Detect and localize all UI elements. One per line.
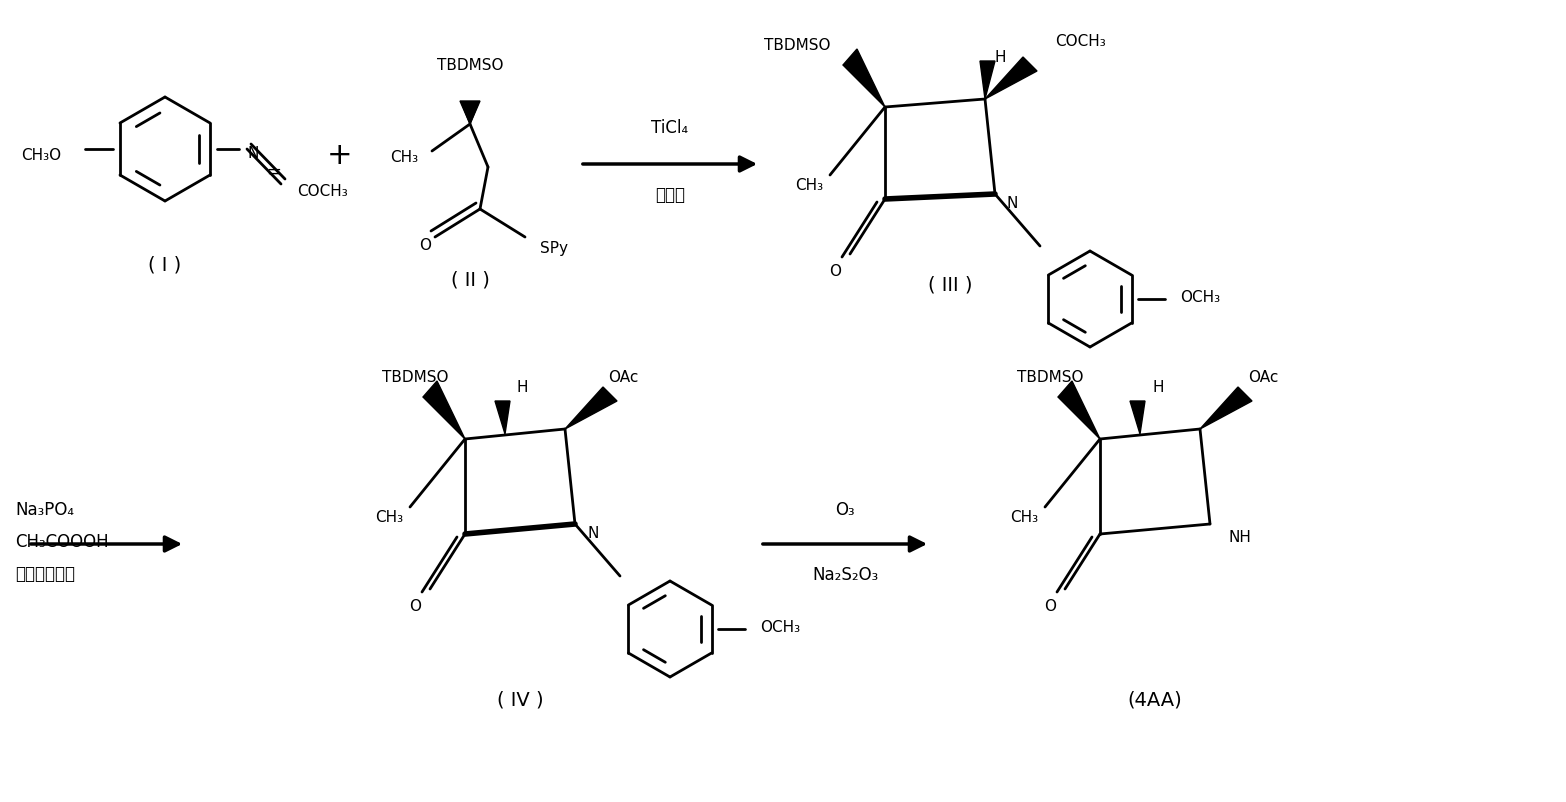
Text: 三乙胺: 三乙胺 bbox=[655, 186, 684, 204]
Text: H: H bbox=[994, 51, 1005, 66]
Text: TiCl₄: TiCl₄ bbox=[651, 119, 689, 137]
Polygon shape bbox=[1200, 387, 1251, 429]
Text: ( III ): ( III ) bbox=[927, 275, 972, 294]
Text: COCH₃: COCH₃ bbox=[1055, 34, 1106, 50]
Polygon shape bbox=[460, 102, 481, 125]
Text: Na₂S₂O₃: Na₂S₂O₃ bbox=[811, 565, 879, 583]
Text: CH₃: CH₃ bbox=[796, 178, 824, 193]
Text: OCH₃: OCH₃ bbox=[760, 620, 800, 634]
Text: O: O bbox=[420, 237, 431, 252]
Polygon shape bbox=[462, 105, 478, 125]
Text: CH₃: CH₃ bbox=[1010, 510, 1038, 525]
Polygon shape bbox=[843, 50, 885, 107]
Text: CH₃: CH₃ bbox=[374, 510, 402, 525]
Text: 相转移催化剂: 相转移催化剂 bbox=[16, 565, 75, 582]
Text: TBDMSO: TBDMSO bbox=[764, 38, 830, 52]
Text: CH₃COOOH: CH₃COOOH bbox=[16, 533, 108, 550]
Text: O: O bbox=[1045, 599, 1055, 614]
Text: (4AA): (4AA) bbox=[1128, 690, 1182, 709]
Text: TBDMSO: TBDMSO bbox=[382, 370, 448, 385]
Polygon shape bbox=[980, 62, 994, 100]
Text: ( I ): ( I ) bbox=[149, 255, 182, 274]
Text: CH₃: CH₃ bbox=[390, 150, 418, 165]
Text: Na₃PO₄: Na₃PO₄ bbox=[16, 500, 74, 518]
Text: CH₃O: CH₃O bbox=[20, 148, 61, 162]
Text: H: H bbox=[517, 380, 528, 395]
Text: TBDMSO: TBDMSO bbox=[1016, 370, 1084, 385]
Text: O₃: O₃ bbox=[835, 500, 855, 518]
Polygon shape bbox=[565, 387, 617, 429]
Text: OAc: OAc bbox=[608, 370, 639, 385]
Polygon shape bbox=[1059, 382, 1099, 439]
Text: SPy: SPy bbox=[540, 241, 568, 255]
Text: OCH₃: OCH₃ bbox=[1181, 290, 1220, 305]
Text: ( IV ): ( IV ) bbox=[496, 690, 543, 709]
Polygon shape bbox=[1131, 402, 1145, 435]
Text: TBDMSO: TBDMSO bbox=[437, 58, 503, 72]
Text: O: O bbox=[409, 599, 421, 614]
Text: N: N bbox=[587, 525, 598, 540]
Polygon shape bbox=[423, 382, 465, 439]
Text: H: H bbox=[1153, 380, 1164, 395]
Text: COCH₃: COCH₃ bbox=[298, 184, 348, 199]
Text: +: + bbox=[327, 140, 352, 169]
Text: =: = bbox=[266, 163, 282, 180]
Text: N: N bbox=[247, 145, 258, 160]
Text: O: O bbox=[828, 264, 841, 279]
Text: ( II ): ( II ) bbox=[451, 270, 490, 290]
Polygon shape bbox=[495, 402, 511, 435]
Polygon shape bbox=[985, 58, 1037, 100]
Text: NH: NH bbox=[1228, 529, 1251, 544]
Text: N: N bbox=[1007, 195, 1018, 210]
Text: OAc: OAc bbox=[1248, 370, 1278, 385]
